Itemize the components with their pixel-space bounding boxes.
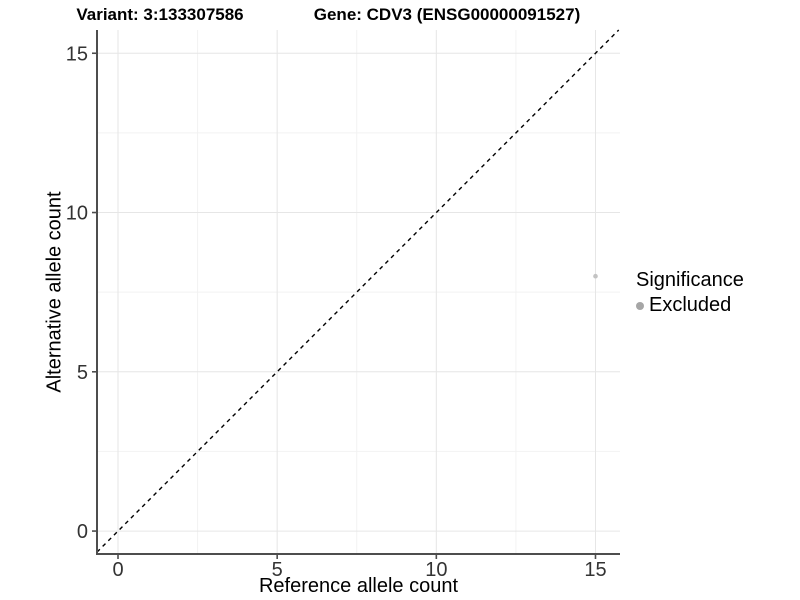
y-tick-label: 0 — [77, 521, 88, 543]
legend: Significance Excluded — [636, 269, 744, 317]
legend-title: Significance — [636, 269, 744, 291]
identity-line — [96, 29, 620, 553]
excluded-point-icon — [636, 301, 644, 310]
legend-item-label: Excluded — [649, 294, 732, 316]
x-tick-label: 0 — [112, 559, 123, 581]
x-axis-title: Reference allele count — [258, 575, 458, 597]
variant-title: Variant: 3:133307586 — [76, 5, 244, 24]
y-tick-label: 5 — [77, 362, 88, 384]
gene-title: Gene: CDV3 (ENSG00000091527) — [313, 5, 581, 24]
y-tick-label: 10 — [66, 203, 88, 225]
legend-item-excluded: Excluded — [636, 294, 744, 317]
y-tick-label: 15 — [66, 43, 88, 65]
x-tick-label: 10 — [425, 559, 447, 581]
x-tick-label: 15 — [584, 559, 606, 581]
data-point — [593, 273, 598, 279]
x-tick-label: 5 — [272, 559, 283, 581]
